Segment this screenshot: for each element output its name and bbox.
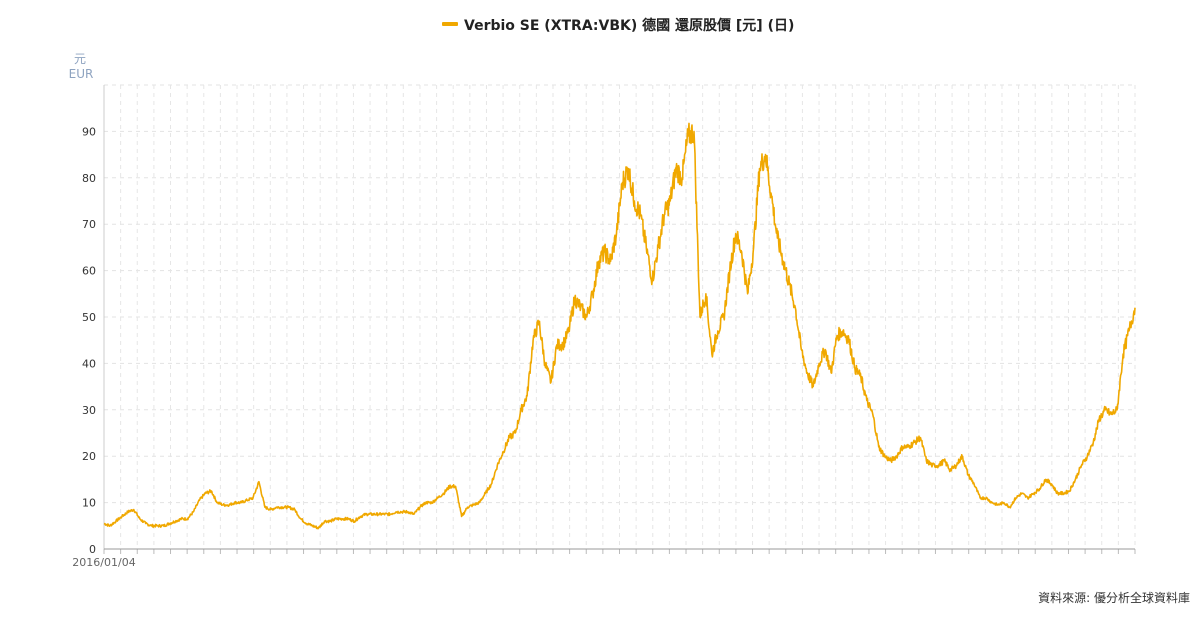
grid bbox=[104, 84, 1136, 549]
y-tick-label: 40 bbox=[82, 357, 96, 370]
y-unit-currency: EUR bbox=[69, 67, 94, 81]
y-tick-label: 20 bbox=[82, 450, 96, 463]
y-tick-label: 60 bbox=[82, 265, 96, 278]
y-axis: 0 10 20 30 40 50 60 70 80 90 bbox=[82, 85, 105, 556]
legend-label: Verbio SE (XTRA:VBK) 德國 還原股價 [元] (日) bbox=[464, 17, 794, 34]
y-tick-label: 0 bbox=[89, 543, 96, 556]
y-tick-label: 30 bbox=[82, 404, 96, 417]
y-tick-label: 80 bbox=[82, 172, 96, 185]
y-tick-label: 50 bbox=[82, 311, 96, 324]
y-tick-label: 70 bbox=[82, 218, 96, 231]
y-unit-label: 元 bbox=[74, 52, 86, 66]
legend-swatch bbox=[442, 22, 458, 26]
x-axis bbox=[103, 548, 1136, 554]
x-tick-label-start: 2016/01/04 bbox=[72, 556, 135, 569]
y-tick-label: 90 bbox=[82, 125, 96, 138]
source-note: 資料來源: 優分析全球資料庫 bbox=[1038, 590, 1190, 605]
series-group bbox=[103, 122, 1136, 530]
y-tick-label: 10 bbox=[82, 497, 96, 510]
legend[interactable]: Verbio SE (XTRA:VBK) 德國 還原股價 [元] (日) bbox=[442, 17, 794, 34]
series-line-0[interactable] bbox=[103, 122, 1136, 530]
